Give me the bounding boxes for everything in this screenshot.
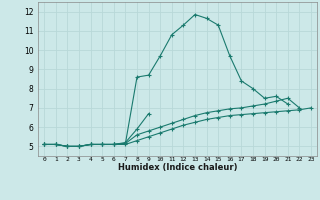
X-axis label: Humidex (Indice chaleur): Humidex (Indice chaleur) — [118, 163, 237, 172]
